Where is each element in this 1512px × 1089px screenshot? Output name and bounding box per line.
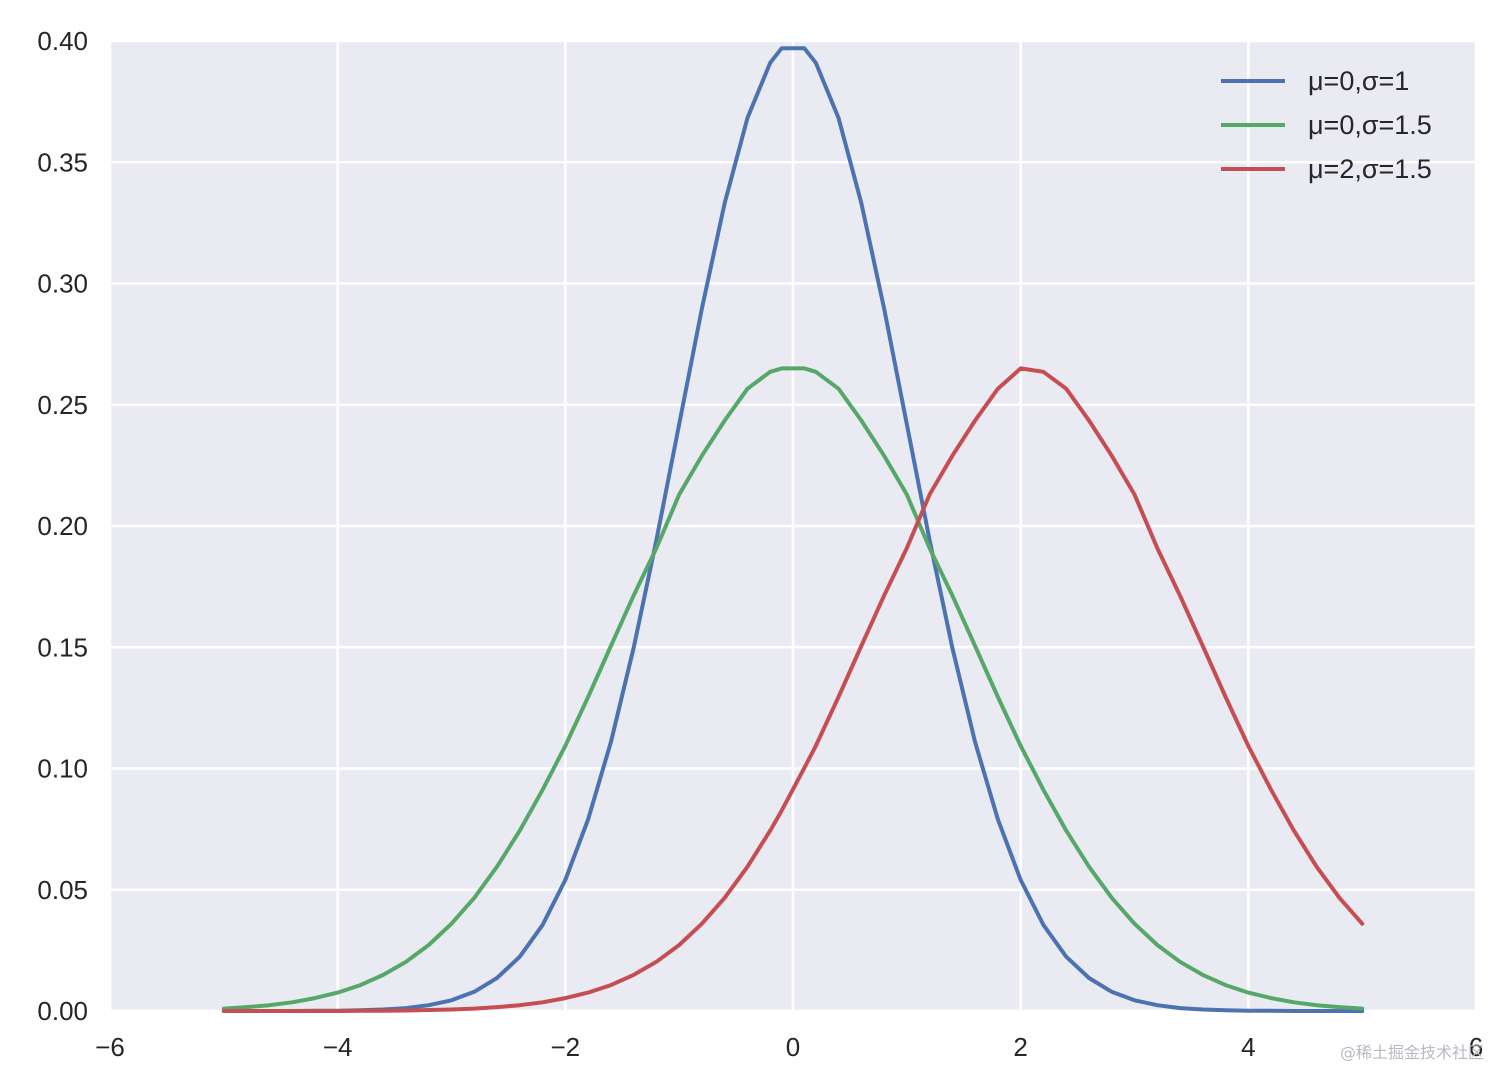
- x-tick-label: 0: [786, 1032, 800, 1062]
- x-tick-label: 2: [1013, 1032, 1027, 1062]
- x-tick-label: −4: [323, 1032, 353, 1062]
- legend-label-2: μ=0,σ=1.5: [1308, 110, 1432, 140]
- series-line-1: [221, 46, 1365, 1013]
- y-tick-label: 0.00: [37, 996, 88, 1026]
- x-tick-label: 4: [1241, 1032, 1255, 1062]
- y-tick-label: 0.10: [37, 754, 88, 784]
- series-line-2: [221, 366, 1365, 1011]
- y-tick-label: 0.35: [37, 147, 88, 177]
- x-tick-labels: −6 −4 −2 0 2 4 6: [95, 1032, 1483, 1062]
- x-tick-label: −6: [95, 1032, 125, 1062]
- x-tick-label: 6: [1469, 1032, 1483, 1062]
- x-tick-label: −2: [551, 1032, 581, 1062]
- y-tick-label: 0.15: [37, 632, 88, 662]
- legend-label-1: μ=0,σ=1: [1308, 66, 1409, 96]
- y-tick-labels: 0.00 0.05 0.10 0.15 0.20 0.25 0.30 0.35 0.40: [37, 26, 88, 1026]
- y-tick-label: 0.20: [37, 511, 88, 541]
- legend-label-3: μ=2,σ=1.5: [1308, 154, 1432, 184]
- legend: μ=0,σ=1 μ=0,σ=1.5 μ=2,σ=1.5: [1221, 66, 1432, 184]
- y-tick-label: 0.05: [37, 875, 88, 905]
- series-group: [221, 46, 1365, 1013]
- y-tick-label: 0.30: [37, 269, 88, 299]
- watermark: @稀土掘金技术社区: [1339, 1043, 1484, 1062]
- series-line-3: [221, 366, 1365, 1013]
- y-tick-label: 0.25: [37, 390, 88, 420]
- y-tick-label: 0.40: [37, 26, 88, 56]
